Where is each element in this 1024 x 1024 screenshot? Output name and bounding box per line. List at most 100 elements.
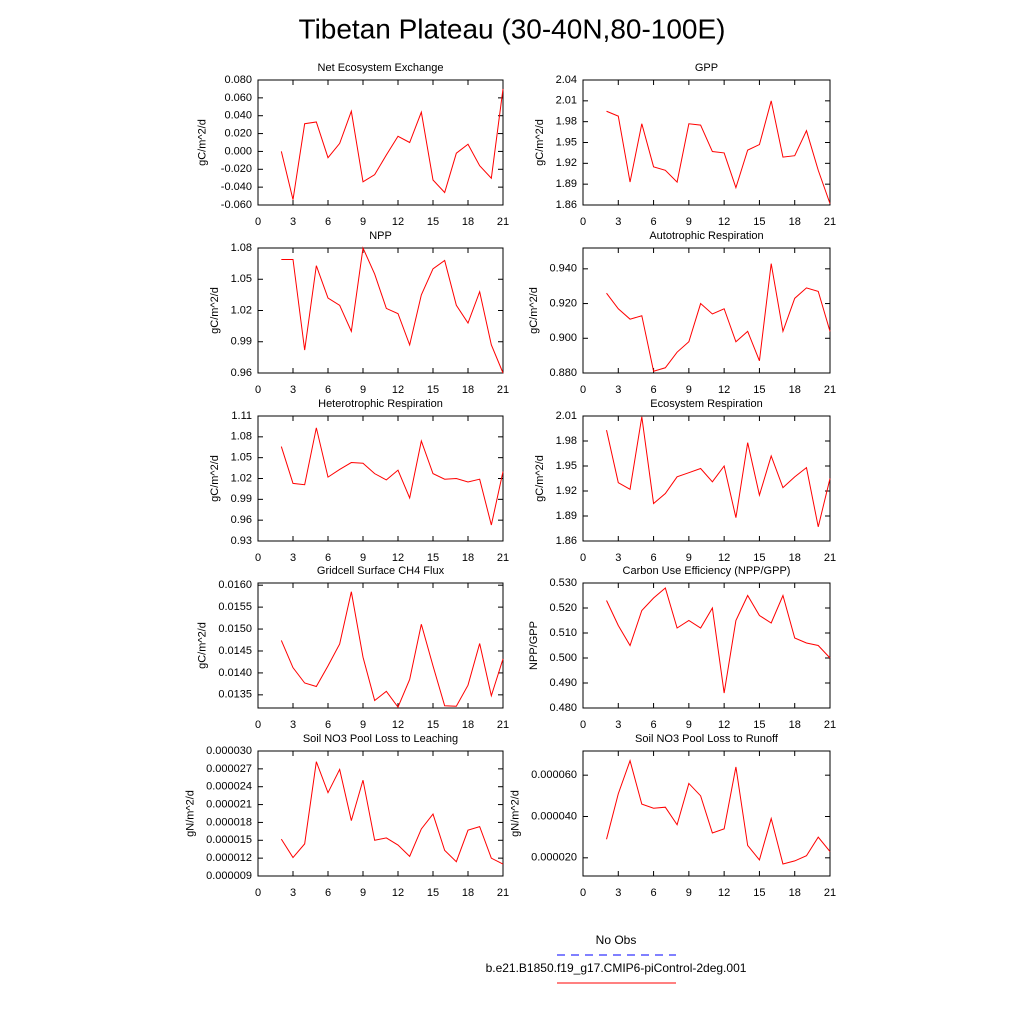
data-line	[606, 587, 831, 694]
data-line	[606, 759, 831, 865]
x-tick-label: 3	[615, 887, 621, 899]
plot-frame	[582, 247, 831, 374]
x-tick-label: 6	[325, 216, 331, 228]
plot-frame	[257, 247, 504, 374]
y-tick-label: 0.000015	[206, 834, 252, 846]
y-tick-label: 0.020	[224, 127, 252, 139]
plot-frame	[257, 750, 504, 877]
panel-title: NPP	[369, 230, 392, 242]
x-tick-label: 6	[651, 887, 657, 899]
y-axis-label: gN/m^2/d	[509, 790, 521, 837]
x-tick-label: 21	[824, 216, 836, 228]
x-tick-label: 0	[580, 719, 586, 731]
y-tick-label: 0.000040	[531, 810, 577, 822]
y-tick-label: 0.060	[224, 92, 252, 104]
y-tick-label: 0.96	[231, 367, 252, 379]
x-tick-label: 0	[255, 719, 261, 731]
x-tick-label: 3	[615, 384, 621, 396]
y-tick-label: 0.920	[549, 297, 577, 309]
y-tick-label: 2.01	[556, 410, 577, 422]
x-tick-label: 3	[615, 552, 621, 564]
x-tick-label: 3	[290, 719, 296, 731]
x-tick-label: 12	[392, 384, 404, 396]
y-tick-label: 0.000027	[206, 763, 252, 775]
x-tick-label: 18	[789, 887, 801, 899]
y-tick-label: 0.99	[231, 336, 252, 348]
plot-frame	[257, 79, 504, 206]
x-tick-label: 18	[789, 552, 801, 564]
x-tick-label: 0	[255, 552, 261, 564]
x-tick-label: 15	[753, 552, 765, 564]
panel-title: Ecosystem Respiration	[650, 398, 763, 410]
x-tick-label: 0	[580, 552, 586, 564]
x-tick-label: 18	[462, 384, 474, 396]
data-line	[606, 100, 831, 204]
x-tick-label: 0	[255, 384, 261, 396]
y-tick-label: 0.99	[231, 493, 252, 505]
y-tick-label: 0.0140	[218, 667, 252, 679]
x-tick-label: 18	[462, 719, 474, 731]
x-tick-label: 18	[462, 216, 474, 228]
y-tick-label: 0.880	[549, 367, 577, 379]
x-tick-label: 0	[255, 887, 261, 899]
x-tick-label: 15	[427, 887, 439, 899]
y-tick-label: 0.0150	[218, 623, 252, 635]
panel-title: Heterotrophic Respiration	[318, 398, 443, 410]
x-tick-label: 3	[615, 719, 621, 731]
y-tick-label: 0.0160	[218, 579, 252, 591]
x-tick-label: 9	[360, 216, 366, 228]
legend-label: No Obs	[596, 933, 637, 947]
x-tick-label: 12	[392, 216, 404, 228]
x-tick-label: 9	[686, 384, 692, 396]
x-tick-label: 21	[824, 887, 836, 899]
x-tick-label: 21	[497, 384, 509, 396]
data-line	[281, 246, 504, 374]
y-tick-label: 0.96	[231, 514, 252, 526]
x-tick-label: 21	[824, 384, 836, 396]
panel-title: Soil NO3 Pool Loss to Leaching	[303, 733, 458, 745]
y-tick-label: 0.000	[224, 145, 252, 157]
y-tick-label: 0.520	[549, 602, 577, 614]
x-tick-label: 9	[686, 887, 692, 899]
y-tick-label: 1.92	[556, 157, 577, 169]
panel-title: Autotrophic Respiration	[649, 230, 763, 242]
x-tick-label: 6	[651, 384, 657, 396]
panel-title: Carbon Use Efficiency (NPP/GPP)	[623, 565, 791, 577]
x-tick-label: 15	[753, 887, 765, 899]
x-tick-label: 6	[325, 552, 331, 564]
plot-frame	[582, 582, 831, 709]
x-tick-label: 3	[290, 216, 296, 228]
y-tick-label: -0.040	[221, 181, 252, 193]
x-tick-label: 9	[686, 216, 692, 228]
y-tick-label: 0.0135	[218, 689, 252, 701]
y-axis-label: gC/m^2/d	[209, 287, 221, 334]
figure-title: Tibetan Plateau (30-40N,80-100E)	[299, 13, 726, 44]
legend-label: b.e21.B1850.f19_g17.CMIP6-piControl-2deg…	[486, 961, 747, 975]
y-tick-label: 1.98	[556, 435, 577, 447]
y-tick-label: 1.98	[556, 116, 577, 128]
x-tick-label: 15	[427, 552, 439, 564]
panel-title: GPP	[695, 62, 718, 74]
y-tick-label: 0.000009	[206, 870, 252, 882]
x-tick-label: 15	[753, 719, 765, 731]
x-tick-label: 6	[325, 384, 331, 396]
x-tick-label: 3	[290, 384, 296, 396]
x-tick-label: 6	[651, 719, 657, 731]
x-tick-label: 21	[497, 552, 509, 564]
x-tick-label: 12	[392, 887, 404, 899]
x-tick-label: 9	[360, 887, 366, 899]
y-tick-label: 0.900	[549, 332, 577, 344]
x-tick-label: 9	[360, 719, 366, 731]
x-tick-label: 0	[255, 216, 261, 228]
y-tick-label: 0.040	[224, 110, 252, 122]
y-tick-label: 0.510	[549, 627, 577, 639]
y-tick-label: 0.0145	[218, 645, 252, 657]
x-tick-label: 6	[651, 552, 657, 564]
x-tick-label: 12	[718, 719, 730, 731]
x-tick-label: 9	[360, 384, 366, 396]
y-tick-label: 0.080	[224, 74, 252, 86]
y-tick-label: 1.05	[231, 273, 252, 285]
x-tick-label: 3	[615, 216, 621, 228]
x-tick-label: 9	[686, 719, 692, 731]
